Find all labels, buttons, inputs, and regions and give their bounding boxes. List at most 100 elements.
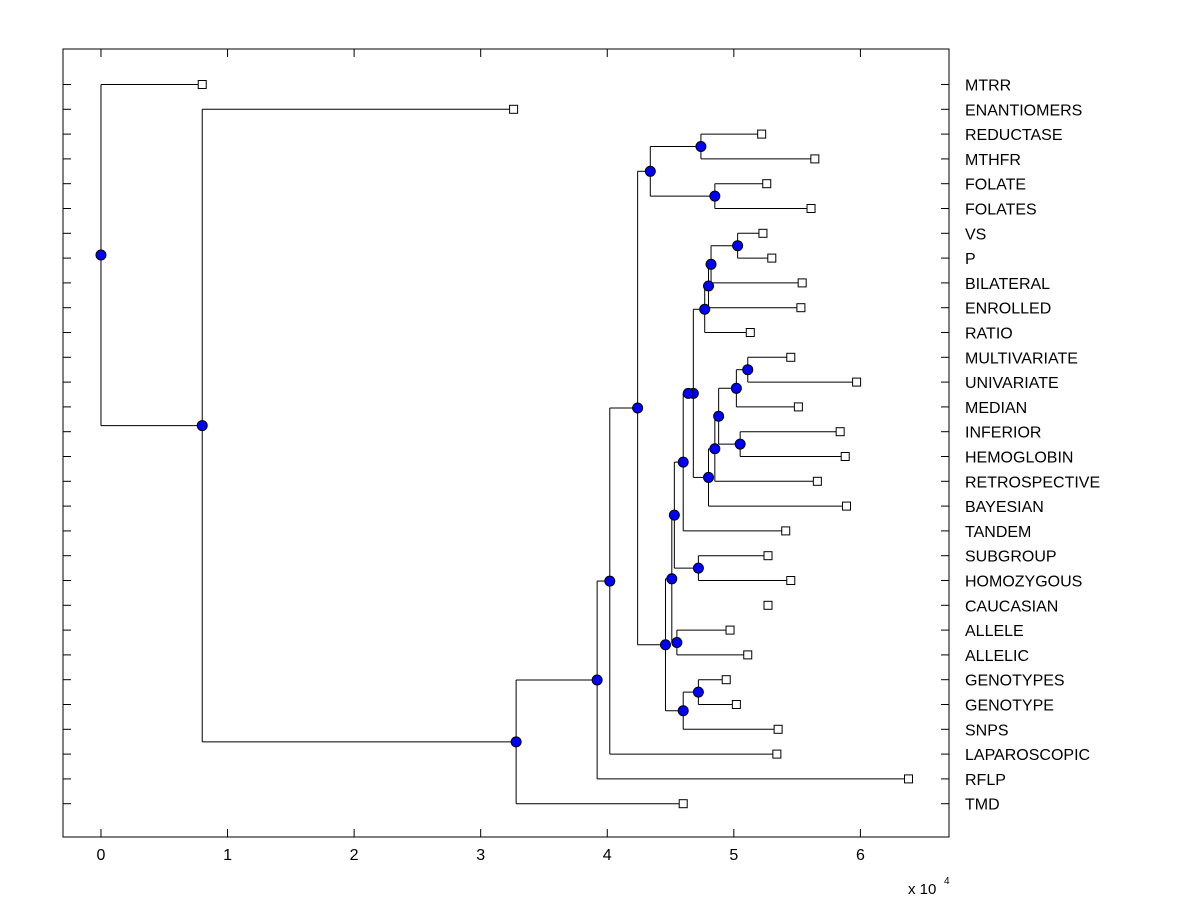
merge-node [709, 443, 721, 455]
leaf-marker [197, 80, 207, 89]
leaf-label: SNPS [965, 722, 1009, 739]
merge-node [510, 736, 522, 748]
leaf-label: TMD [965, 797, 1000, 814]
leaf-label: ALLELE [965, 623, 1024, 640]
leaf-label: MEDIAN [965, 400, 1027, 417]
x-exponent-power: 4 [944, 876, 950, 887]
merge-node [671, 637, 683, 648]
leaf-label: LAPAROSCOPIC [965, 747, 1090, 764]
merge-node [604, 575, 616, 587]
dendrogram-links [100, 84, 909, 805]
merge-node [699, 303, 711, 315]
merge-node [677, 705, 689, 717]
leaf-label: TANDEM [965, 524, 1031, 541]
leaf-label: GENOTYPE [965, 698, 1054, 715]
leaf-label: MTHFR [965, 152, 1021, 169]
x-tick-label: 3 [476, 847, 485, 864]
x-tick-label: 5 [729, 847, 738, 864]
leaf-label: FOLATES [965, 202, 1037, 219]
x-tick-label: 1 [223, 847, 232, 864]
leaf-label: VS [965, 226, 986, 243]
x-tick-label: 4 [603, 847, 612, 864]
x-tick-labels: 0 1 2 3 4 5 6 [97, 847, 865, 864]
merge-node [644, 165, 656, 177]
leaf-marker [763, 600, 773, 610]
leaf-marker [763, 551, 773, 561]
merge-node [732, 240, 744, 252]
leaf-marker [757, 129, 767, 139]
leaf-marker [725, 625, 735, 635]
leaf-marker [762, 179, 772, 189]
merge-node [682, 387, 694, 399]
merge-node [668, 509, 680, 521]
leaf-labels: MTRR ENANTIOMERS REDUCTASE MTHFR FOLATE FOLAT… [965, 78, 1100, 814]
x-tick-label: 2 [350, 847, 359, 864]
leaf-marker [812, 476, 822, 486]
x-tick-label: 0 [97, 847, 106, 864]
leaf-label: SUBGROUP [965, 549, 1057, 566]
merge-nodes [95, 141, 754, 748]
leaf-marker [786, 576, 796, 585]
leaf-marker [806, 204, 816, 213]
leaf-label: UNIVARIATE [965, 375, 1059, 392]
leaf-marker [797, 278, 807, 288]
merge-node [695, 141, 707, 152]
merge-node [742, 364, 754, 376]
leaf-marker [678, 799, 688, 809]
merge-node [703, 471, 715, 483]
leaf-marker [721, 675, 731, 685]
leaf-markers [197, 80, 913, 809]
leaf-marker [786, 352, 796, 362]
merge-node [666, 573, 678, 585]
merge-node [703, 280, 715, 292]
leaf-marker [731, 700, 741, 709]
leaf-label: P [965, 251, 976, 268]
leaf-label: CAUCASIAN [965, 598, 1058, 615]
leaf-label: BILATERAL [965, 276, 1050, 293]
leaf-label: HOMOZYGOUS [965, 574, 1082, 591]
leaf-marker [793, 402, 803, 412]
leaf-marker [509, 104, 519, 114]
merge-node [709, 190, 721, 202]
leaf-label: RATIO [965, 326, 1013, 343]
leaf-label: MULTIVARIATE [965, 350, 1078, 367]
leaf-label: GENOTYPES [965, 673, 1065, 690]
x-tick-label: 6 [856, 847, 865, 864]
x-exponent-label: x 10 [908, 881, 936, 898]
leaf-marker [852, 377, 862, 387]
leaf-marker [758, 228, 768, 238]
leaf-label: RFLP [965, 772, 1006, 789]
leaf-label: RETROSPECTIVE [965, 474, 1100, 491]
leaf-label: FOLATE [965, 177, 1026, 194]
axis-ticks [63, 49, 949, 837]
leaf-label: INFERIOR [965, 425, 1041, 442]
merge-node [591, 674, 603, 686]
leaf-marker [773, 724, 783, 734]
merge-node [734, 438, 746, 450]
leaf-marker [745, 328, 755, 337]
plot-frame [62, 48, 950, 838]
leaf-marker [903, 774, 913, 784]
leaf-marker [840, 452, 850, 461]
merge-node [196, 420, 208, 432]
leaf-marker [841, 501, 851, 511]
leaf-label: MTRR [965, 78, 1011, 95]
merge-node [95, 249, 107, 261]
merge-node [692, 686, 704, 698]
leaf-marker [767, 253, 777, 263]
leaf-label: ENROLLED [965, 301, 1051, 318]
leaf-label: HEMOGLOBIN [965, 450, 1073, 467]
merge-node [713, 410, 725, 422]
merge-node [692, 562, 704, 574]
leaf-marker [743, 650, 753, 660]
merge-node [659, 639, 671, 651]
merge-node [677, 456, 689, 468]
leaf-label: BAYESIAN [965, 499, 1044, 516]
leaf-label: ENANTIOMERS [965, 102, 1082, 119]
leaf-marker [810, 154, 820, 164]
merge-node [632, 402, 644, 414]
leaf-marker [835, 427, 845, 437]
leaf-label: ALLELIC [965, 648, 1029, 665]
leaf-marker [796, 303, 806, 313]
